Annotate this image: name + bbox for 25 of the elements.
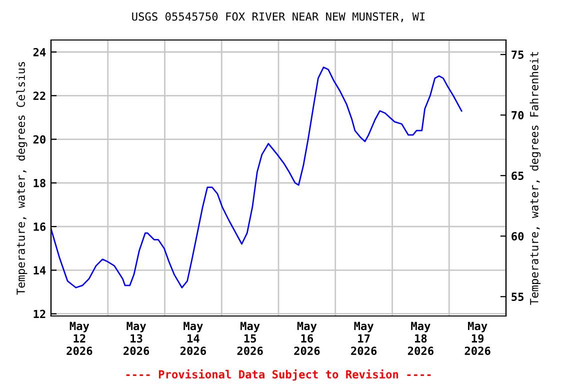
y-tick-label: 22 — [33, 92, 46, 100]
y-tick-label: 24 — [33, 48, 46, 56]
y2-axis-title: Temperature, water, degrees Fahrenheit — [530, 52, 541, 305]
x-tick-label: May 13 2026 — [124, 322, 150, 356]
y2-tick-label: 75 — [512, 50, 524, 59]
y2-tick-label: 55 — [512, 292, 524, 302]
y-tick-label: 14 — [34, 266, 46, 274]
x-tick-label: May 12 2026 — [66, 322, 92, 356]
x-tick-label: May 15 2026 — [237, 322, 263, 356]
y2-tick-label: 60 — [512, 232, 524, 240]
text: ---- Provisional Data Subject to Revision ---- — [126, 369, 431, 381]
y-axis-title: Temperature, water, degrees Celsius — [16, 62, 28, 295]
line-series — [51, 66, 462, 288]
y2-tick-label: 70 — [512, 111, 524, 120]
y-tick-label: 16 — [34, 222, 46, 231]
chart-title: USGS 05545750 FOX RIVER NEAR NEW MUNSTER, WI — [132, 12, 425, 22]
y-tick-label: 12 — [34, 310, 46, 318]
y-tick-label: 20 — [33, 135, 46, 144]
x-tick-label: May 14 2026 — [180, 322, 206, 356]
x-tick-label: May 16 2026 — [294, 322, 320, 356]
x-tick-label: May 18 2026 — [408, 322, 434, 356]
y2-tick-label: 65 — [512, 172, 524, 180]
x-tick-label: May 17 2026 — [351, 322, 377, 356]
x-tick-label: May 19 2026 — [464, 322, 490, 356]
y-tick-label: 18 — [34, 178, 46, 188]
